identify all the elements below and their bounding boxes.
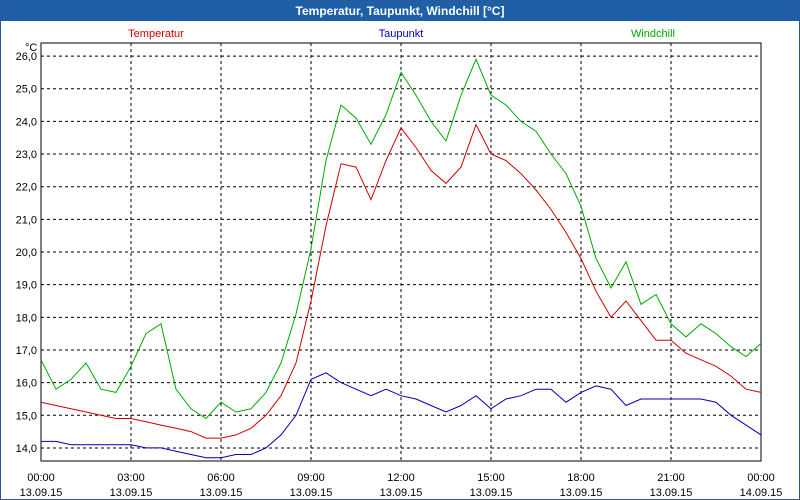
x-tick-time: 15:00	[477, 472, 505, 484]
x-tick-date: 13.09.15	[650, 487, 693, 499]
chart-title: Temperatur, Taupunkt, Windchill [°C]	[1, 1, 799, 21]
legend-taupunkt: Taupunkt	[379, 28, 424, 40]
x-tick-date: 13.09.15	[560, 487, 603, 499]
y-tick-label: 16,0	[16, 378, 37, 390]
x-tick-time: 09:00	[297, 472, 325, 484]
x-tick-date: 13.09.15	[200, 487, 243, 499]
x-tick-time: 21:00	[657, 472, 685, 484]
x-tick-time: 00:00	[747, 472, 775, 484]
series-line-windchill	[40, 58, 762, 420]
y-tick-label: 23,0	[16, 149, 37, 161]
y-tick-label: 22,0	[16, 182, 37, 194]
y-tick-label: 19,0	[16, 280, 37, 292]
y-tick-label: 25,0	[16, 84, 37, 96]
y-tick-label: 17,0	[16, 345, 37, 357]
x-tick-time: 00:00	[27, 472, 55, 484]
x-tick-date: 13.09.15	[470, 487, 513, 499]
y-tick-label: 21,0	[16, 214, 37, 226]
x-tick-date: 13.09.15	[380, 487, 423, 499]
y-tick-label: 18,0	[16, 312, 37, 324]
x-tick-time: 18:00	[567, 472, 595, 484]
legend-temperatur: Temperatur	[128, 28, 184, 40]
x-tick-date: 13.09.15	[20, 487, 63, 499]
y-axis-ticks: 14,0 15,0 16,0 17,0 18,0 19,0 20,0 21,0 22,0 23,0…	[16, 51, 37, 455]
y-tick-label: 26,0	[16, 51, 37, 63]
x-tick-date: 13.09.15	[290, 487, 333, 499]
x-tick-date: 14.09.15	[740, 487, 783, 499]
x-tick-time: 03:00	[117, 472, 145, 484]
plot-area	[40, 42, 762, 462]
series-lines	[40, 58, 762, 459]
legend: Temperatur Taupunkt Windchill	[128, 28, 675, 40]
x-tick-date: 13.09.15	[110, 487, 153, 499]
y-tick-label: 14,0	[16, 443, 37, 455]
x-axis-ticks: 00:00 13.09.15 03:00 13.09.15 06:00 13.09.15 0…	[20, 472, 783, 499]
y-tick-label: 15,0	[16, 410, 37, 422]
y-tick-label: 24,0	[16, 116, 37, 128]
y-tick-label: 20,0	[16, 247, 37, 259]
grid	[41, 43, 761, 461]
x-tick-time: 12:00	[387, 472, 415, 484]
series-line-taupunkt	[41, 372, 762, 459]
y-axis-label: °C	[25, 42, 37, 54]
series-line-temperatur	[40, 123, 762, 439]
x-tick-time: 06:00	[207, 472, 235, 484]
legend-windchill: Windchill	[631, 28, 675, 40]
